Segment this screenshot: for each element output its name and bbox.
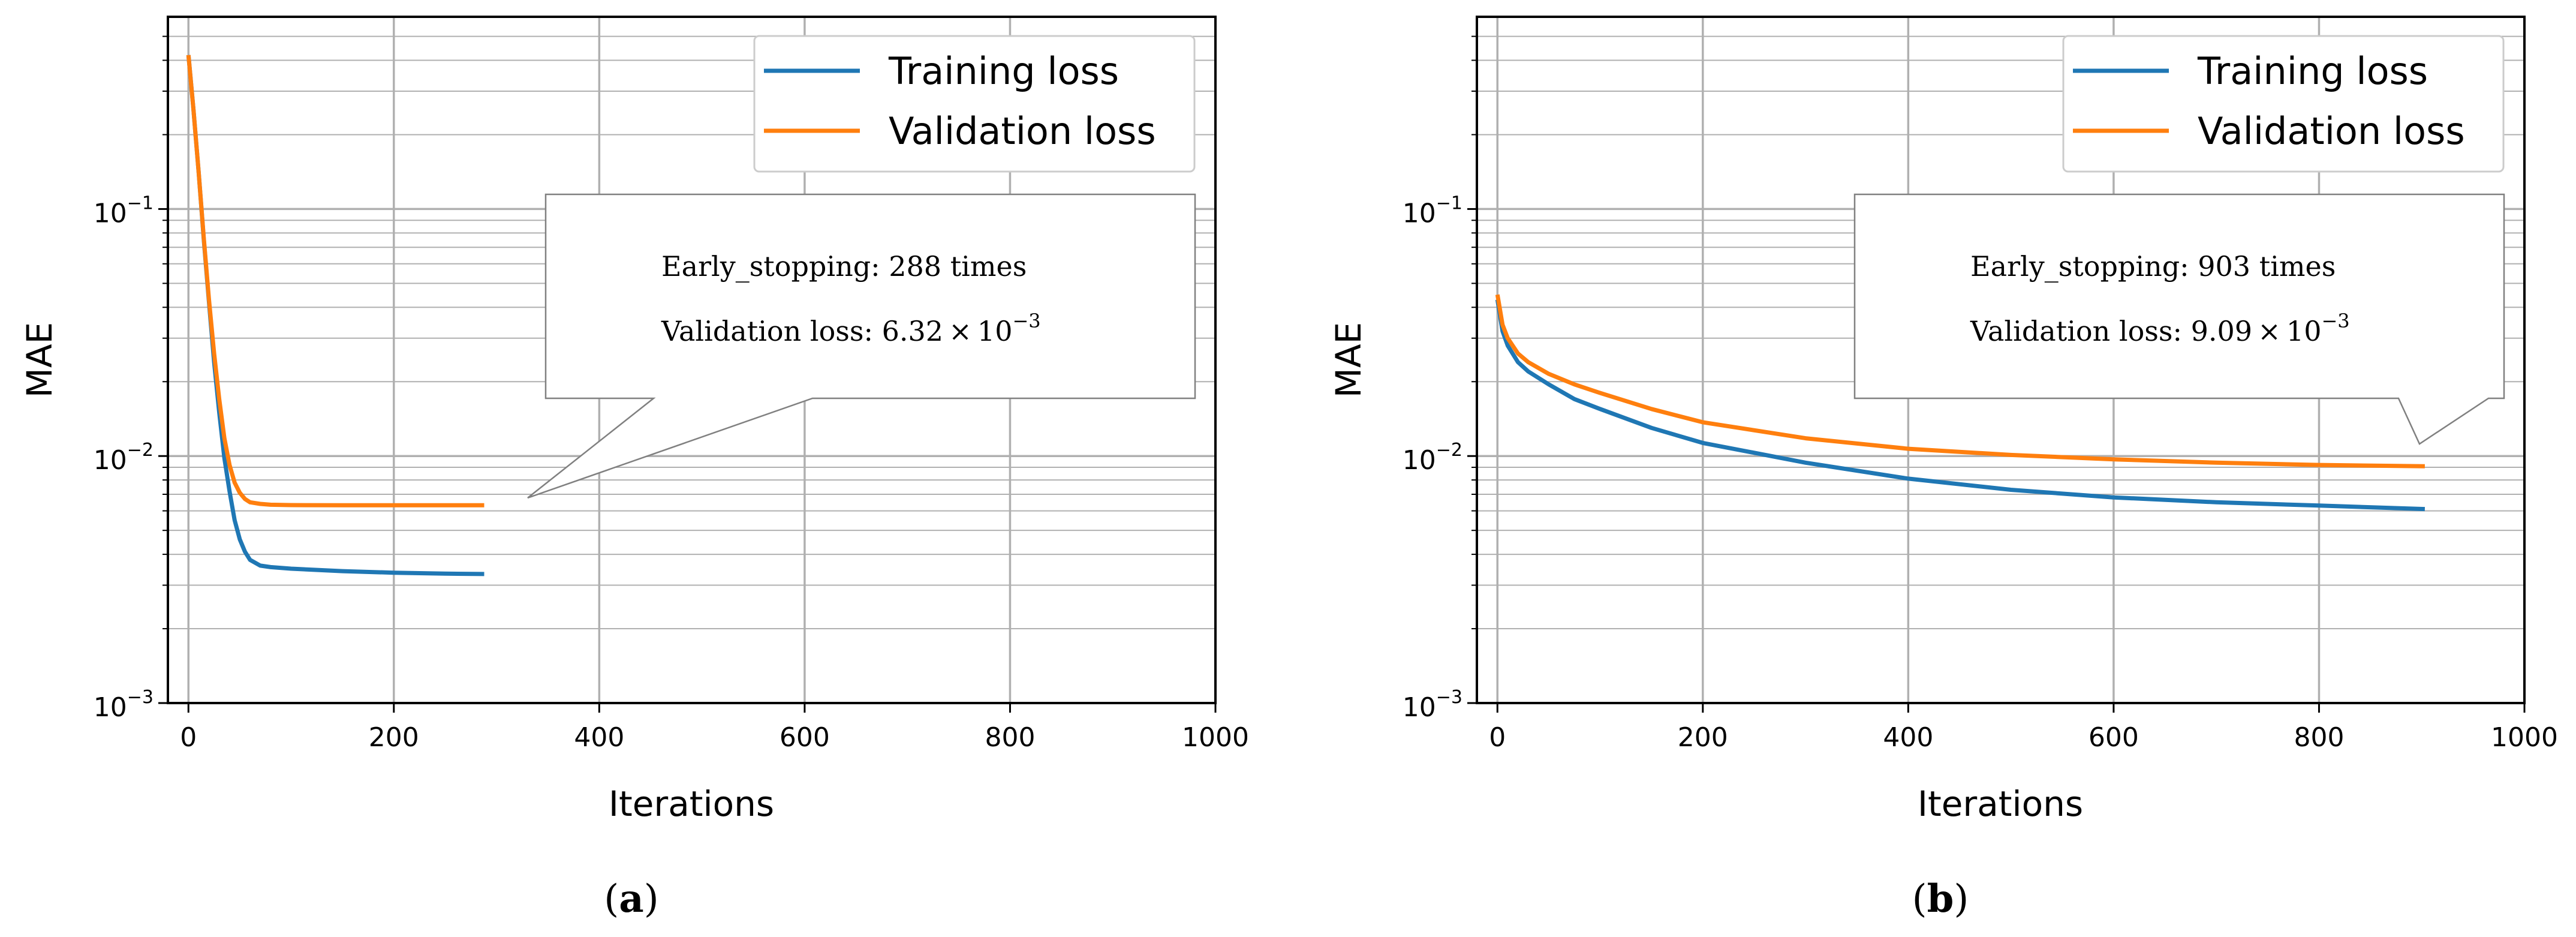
panel-a: 0 200 400 600 800 1000 10−3 10−2 10−1 It…: [19, 16, 1249, 921]
x-tick: 200: [369, 703, 419, 753]
training-loss-line: [1495, 299, 2425, 512]
panel-b: 0 200 400 600 800 1000 10−3 10−2 10−1 It…: [1328, 16, 2558, 921]
svg-text:1000: 1000: [1182, 722, 1249, 753]
x-axis-label: Iterations: [1918, 783, 2083, 824]
y-tick: 10−1: [1403, 193, 1477, 229]
svg-text:0: 0: [180, 722, 197, 753]
panel-label-a: (a): [604, 876, 658, 921]
annotation-validation-loss: Validation loss: 9.09 × 10−3: [1970, 310, 2350, 347]
svg-text:0: 0: [1489, 722, 1506, 753]
x-axis-label: Iterations: [609, 783, 774, 824]
series-lines: [186, 55, 484, 576]
y-tick: 10−1: [94, 193, 168, 229]
y-axis-ticks: 10−3 10−2 10−1: [1403, 35, 1477, 723]
annotation-validation-loss: Validation loss: 6.32 × 10−3: [661, 310, 1041, 347]
legend: Training loss Validation loss: [753, 35, 1196, 173]
x-tick: 400: [574, 703, 624, 753]
svg-text:10−3: 10−3: [1403, 687, 1462, 723]
annotation-early-stopping: Early_stopping: 288 times: [661, 250, 1027, 283]
legend-training-loss: Training loss: [888, 49, 1119, 93]
annotation-callout: Early_stopping: 288 times Validation los…: [527, 193, 1196, 499]
panel-label-b: (b): [1912, 876, 1969, 921]
svg-text:600: 600: [2089, 722, 2139, 753]
svg-text:1000: 1000: [2491, 722, 2558, 753]
validation-loss-line: [1495, 294, 2425, 468]
x-tick: 400: [1883, 703, 1933, 753]
x-tick: 1000: [2491, 703, 2558, 753]
x-tick: 0: [180, 703, 197, 753]
y-axis-label: MAE: [1328, 322, 1369, 398]
svg-text:10−1: 10−1: [1403, 193, 1462, 229]
plot-frame: [167, 16, 1217, 704]
x-tick: 200: [1678, 703, 1728, 753]
svg-text:400: 400: [574, 722, 624, 753]
annotation-early-stopping: Early_stopping: 903 times: [1970, 250, 2336, 283]
y-tick: 10−2: [1403, 440, 1477, 476]
y-axis-ticks: 10−3 10−2 10−1: [94, 35, 168, 723]
svg-text:10−2: 10−2: [94, 440, 154, 476]
x-tick: 0: [1489, 703, 1506, 753]
svg-text:200: 200: [1678, 722, 1728, 753]
legend: Training loss Validation loss: [2062, 35, 2505, 173]
x-tick: 800: [2294, 703, 2344, 753]
x-axis-ticks: 0 200 400 600 800 1000: [180, 703, 1249, 753]
x-tick: 600: [780, 703, 830, 753]
svg-text:10−1: 10−1: [94, 193, 154, 229]
svg-text:600: 600: [780, 722, 830, 753]
legend-training-loss: Training loss: [2197, 49, 2428, 93]
legend-validation-loss: Validation loss: [889, 109, 1156, 153]
y-tick: 10−2: [94, 440, 168, 476]
svg-text:800: 800: [985, 722, 1035, 753]
annotation-callout: Early_stopping: 903 times Validation los…: [1853, 193, 2505, 445]
svg-text:800: 800: [2294, 722, 2344, 753]
svg-text:10−2: 10−2: [1403, 440, 1462, 476]
y-tick: 10−3: [94, 687, 168, 723]
svg-text:200: 200: [369, 722, 419, 753]
y-axis-label: MAE: [19, 322, 60, 398]
x-tick: 800: [985, 703, 1035, 753]
x-tick: 600: [2089, 703, 2139, 753]
x-axis-ticks: 0 200 400 600 800 1000: [1489, 703, 2558, 753]
validation-loss-line: [186, 55, 484, 507]
training-loss-line: [186, 55, 484, 576]
plot-frame: [1476, 16, 2526, 704]
series-lines: [1495, 294, 2425, 512]
x-tick: 1000: [1182, 703, 1249, 753]
svg-text:400: 400: [1883, 722, 1933, 753]
svg-text:10−3: 10−3: [94, 687, 154, 723]
legend-validation-loss: Validation loss: [2198, 109, 2465, 153]
y-tick: 10−3: [1403, 687, 1477, 723]
